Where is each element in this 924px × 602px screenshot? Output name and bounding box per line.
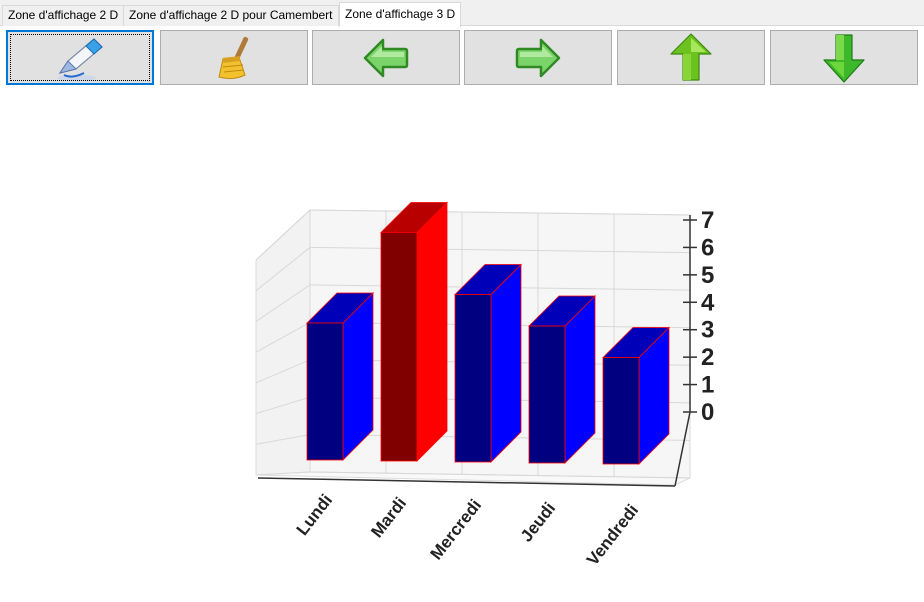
- y-tick-label: 2: [701, 344, 714, 371]
- gridline: [255, 434, 311, 445]
- clear-button[interactable]: [160, 30, 308, 85]
- tab-bar: Zone d'affichage 2 D Zone d'affichage 2 …: [0, 0, 924, 27]
- arrow-up-icon: [670, 32, 712, 81]
- edit-button[interactable]: [6, 30, 154, 85]
- tab-3d[interactable]: Zone d'affichage 3 D: [339, 2, 462, 27]
- gridline: [309, 209, 691, 216]
- gridline: [255, 321, 311, 353]
- next-button[interactable]: [464, 30, 612, 85]
- y-tick-label: 7: [701, 207, 714, 234]
- gridline: [309, 246, 691, 254]
- bar-front: [454, 294, 492, 463]
- bar-front: [380, 232, 418, 462]
- bar-lundi: [306, 292, 374, 461]
- x-tick-label: Jeudi: [517, 499, 559, 546]
- tab-2d[interactable]: Zone d'affichage 2 D: [2, 5, 125, 26]
- gridline: [309, 471, 691, 479]
- bar-jeudi: [528, 295, 596, 464]
- y-tick-label: 5: [701, 262, 714, 289]
- y-tick-label: 3: [701, 317, 714, 344]
- chart-3d: 0 1 2 3 4 5 6 7 Lundi Mardi Mercredi Jeudi Vendredi: [0, 90, 924, 602]
- depth-axis-line: [674, 411, 691, 487]
- gridline: [255, 471, 311, 476]
- y-tick-label: 6: [701, 234, 714, 261]
- y-tick-label: 4: [701, 289, 715, 316]
- y-tick-label: 1: [701, 372, 714, 399]
- gridline: [255, 359, 311, 384]
- side-wall: [255, 208, 311, 476]
- bar-front: [306, 322, 344, 461]
- x-tick-label: Vendredi: [583, 501, 642, 569]
- previous-button[interactable]: [312, 30, 460, 85]
- gridline: [255, 396, 311, 415]
- toolbar: [0, 26, 924, 90]
- bar-front: [602, 357, 640, 465]
- gridline: [255, 209, 311, 261]
- bar-side: [416, 201, 448, 462]
- broom-icon: [218, 36, 249, 79]
- arrow-down-icon: [823, 33, 865, 83]
- arrow-left-icon: [363, 38, 409, 77]
- gridline: [255, 247, 311, 292]
- gridline: [255, 284, 311, 322]
- bar-mardi: [380, 201, 448, 462]
- x-axis-line: [257, 477, 676, 487]
- y-tick-label: 0: [701, 399, 714, 426]
- tab-2d-camembert[interactable]: Zone d'affichage 2 D pour Camembert: [123, 5, 339, 26]
- bar-mercredi: [454, 263, 522, 463]
- x-tick-label: Lundi: [293, 491, 336, 539]
- pencil-eraser-icon: [57, 37, 103, 81]
- chart-bars: [306, 201, 670, 465]
- bar-side: [490, 263, 522, 463]
- x-tick-label: Mercredi: [427, 496, 486, 564]
- down-button[interactable]: [770, 30, 918, 85]
- bar-vendredi: [602, 326, 670, 465]
- up-button[interactable]: [617, 30, 765, 85]
- arrow-right-icon: [515, 38, 561, 77]
- x-tick-label: Mardi: [367, 494, 410, 541]
- bar-front: [528, 325, 566, 464]
